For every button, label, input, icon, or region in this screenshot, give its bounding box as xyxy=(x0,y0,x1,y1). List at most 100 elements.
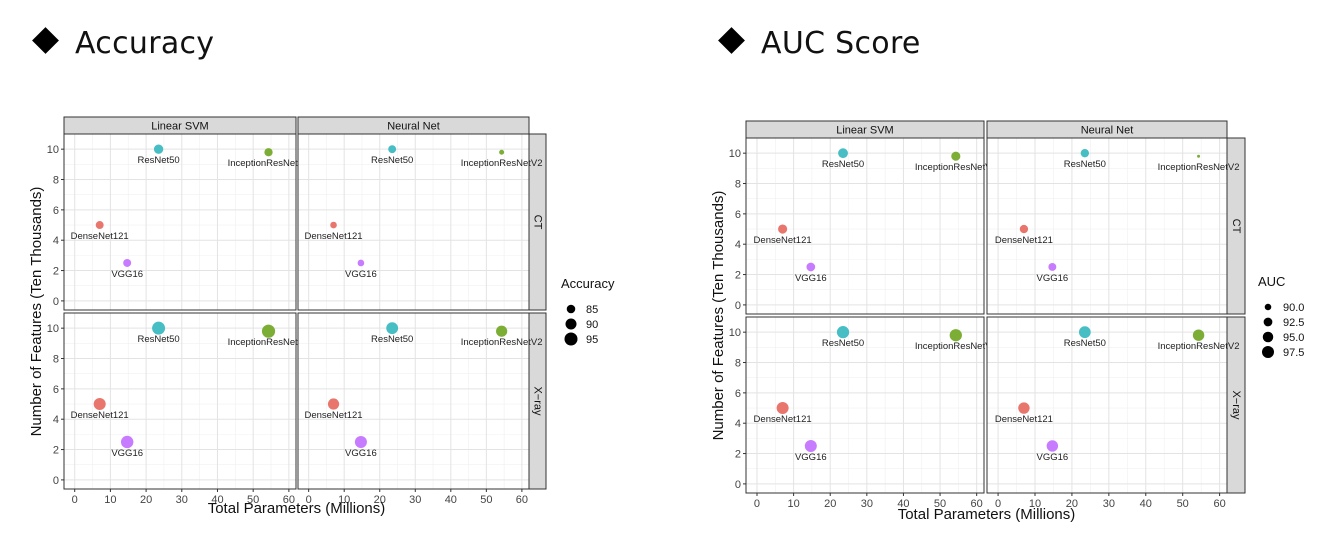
legend-key xyxy=(565,318,577,330)
x-tick-label: 20 xyxy=(140,494,152,506)
legend-label: 90 xyxy=(586,319,598,331)
point-vgg16 xyxy=(123,258,132,267)
point-inceptionresnetv2 xyxy=(261,324,276,338)
y-tick-label: 8 xyxy=(53,354,59,366)
panel-x-ray-neural-net: DenseNet121 ResNet50 InceptionResNetV2 VGG1… xyxy=(297,312,543,490)
x-tick-label: 0 xyxy=(754,498,760,510)
x-tick-label: 40 xyxy=(1140,498,1152,510)
point-label-resnet50: ResNet50 xyxy=(371,334,413,345)
legend-label: 95.0 xyxy=(1283,332,1304,344)
x-tick-label: 50 xyxy=(1177,498,1189,510)
panel-border xyxy=(745,137,985,315)
legend-key xyxy=(1263,317,1273,327)
y-tick-label: 6 xyxy=(53,205,59,217)
point-resnet50 xyxy=(1078,326,1091,339)
x-tick-label: 40 xyxy=(445,494,457,506)
y-axis-title: Number of Features (Ten Thousands) xyxy=(28,187,45,437)
x-tick-label: 60 xyxy=(283,494,295,506)
facet-label-ct: CT xyxy=(532,215,544,230)
point-label-vgg16: VGG16 xyxy=(111,448,143,459)
legend-key xyxy=(1264,303,1272,311)
y-tick-label: 0 xyxy=(53,296,59,308)
y-axis-title: Number of Features (Ten Thousands) xyxy=(710,191,727,441)
legend: AUC 90.0 92.5 95.0 97.5 xyxy=(1258,274,1304,359)
panel-ct-linear-svm: DenseNet121 ResNet50 InceptionResNetV2 VGG1… xyxy=(745,137,997,315)
x-tick-label: 60 xyxy=(516,494,528,506)
y-tick-label: 6 xyxy=(735,209,741,221)
point-label-inceptionresnetv2: InceptionResNetV2 xyxy=(915,341,997,352)
legend-title: Accuracy xyxy=(561,276,615,291)
y-tick-label: 8 xyxy=(53,175,59,187)
point-label-vgg16: VGG16 xyxy=(111,269,143,280)
y-tick-label: 10 xyxy=(47,323,59,335)
panel-background xyxy=(298,134,529,310)
legend-key xyxy=(1262,331,1274,343)
point-label-resnet50: ResNet50 xyxy=(1064,159,1106,170)
panel-border xyxy=(986,316,1228,494)
point-resnet50 xyxy=(386,322,399,335)
point-inceptionresnetv2 xyxy=(499,149,505,155)
x-tick-label: 0 xyxy=(995,498,1001,510)
x-tick-label: 20 xyxy=(374,494,386,506)
point-label-densenet121: DenseNet121 xyxy=(754,235,812,246)
point-inceptionresnetv2 xyxy=(496,325,508,337)
point-densenet121 xyxy=(330,221,337,229)
point-vgg16 xyxy=(357,259,365,267)
x-tick-label: 30 xyxy=(1103,498,1115,510)
point-label-vgg16: VGG16 xyxy=(1037,452,1069,463)
y-tick-label: 6 xyxy=(53,384,59,396)
legend-label: 97.5 xyxy=(1283,347,1304,359)
panel-border xyxy=(297,312,530,490)
x-tick-label: 0 xyxy=(306,494,312,506)
y-tick-label: 2 xyxy=(735,270,741,282)
x-tick-label: 60 xyxy=(971,498,983,510)
point-vgg16 xyxy=(354,435,367,448)
auc-heading: AUC Score xyxy=(718,26,921,61)
x-tick-label: 30 xyxy=(861,498,873,510)
point-resnet50 xyxy=(153,144,164,154)
legend-title: AUC xyxy=(1258,274,1285,289)
point-vgg16 xyxy=(1048,262,1057,271)
panel-background xyxy=(64,134,296,310)
point-label-resnet50: ResNet50 xyxy=(137,155,179,166)
x-tick-label: 30 xyxy=(409,494,421,506)
point-inceptionresnetv2 xyxy=(1197,154,1201,158)
point-label-vgg16: VGG16 xyxy=(795,273,827,284)
point-inceptionresnetv2 xyxy=(264,148,273,157)
facet-label-linear-svm: Linear SVM xyxy=(836,125,893,137)
panel-border xyxy=(986,137,1228,315)
point-resnet50 xyxy=(388,145,397,154)
panel-border xyxy=(63,312,297,490)
facet-label-x-ray: X−ray xyxy=(532,386,544,416)
y-tick-label: 10 xyxy=(729,148,741,160)
point-densenet121 xyxy=(95,221,104,230)
y-tick-label: 6 xyxy=(735,388,741,400)
point-densenet121 xyxy=(778,224,788,234)
point-label-resnet50: ResNet50 xyxy=(822,159,864,170)
y-tick-label: 8 xyxy=(735,179,741,191)
y-tick-label: 2 xyxy=(53,266,59,278)
panel-border xyxy=(745,316,985,494)
point-label-densenet121: DenseNet121 xyxy=(71,410,129,421)
auc-heading-text: AUC Score xyxy=(761,26,921,61)
y-tick-label: 10 xyxy=(729,327,741,339)
x-tick-label: 50 xyxy=(247,494,259,506)
legend-key xyxy=(1262,346,1274,358)
point-vgg16 xyxy=(1046,440,1059,452)
x-tick-label: 40 xyxy=(211,494,223,506)
point-resnet50 xyxy=(152,321,166,335)
legend-label: 90.0 xyxy=(1283,302,1304,314)
y-tick-label: 0 xyxy=(735,300,741,312)
panel-x-ray-neural-net: DenseNet121 ResNet50 InceptionResNetV2 VGG1… xyxy=(986,316,1239,494)
facet-label-ct: CT xyxy=(1230,219,1242,234)
accuracy-heading: Accuracy xyxy=(32,26,214,61)
point-densenet121 xyxy=(1018,402,1030,414)
y-tick-label: 4 xyxy=(735,418,741,430)
point-label-densenet121: DenseNet121 xyxy=(754,414,812,425)
panel-background xyxy=(987,138,1227,314)
y-tick-label: 10 xyxy=(47,144,59,156)
point-label-resnet50: ResNet50 xyxy=(1064,338,1106,349)
y-tick-label: 0 xyxy=(735,479,741,491)
